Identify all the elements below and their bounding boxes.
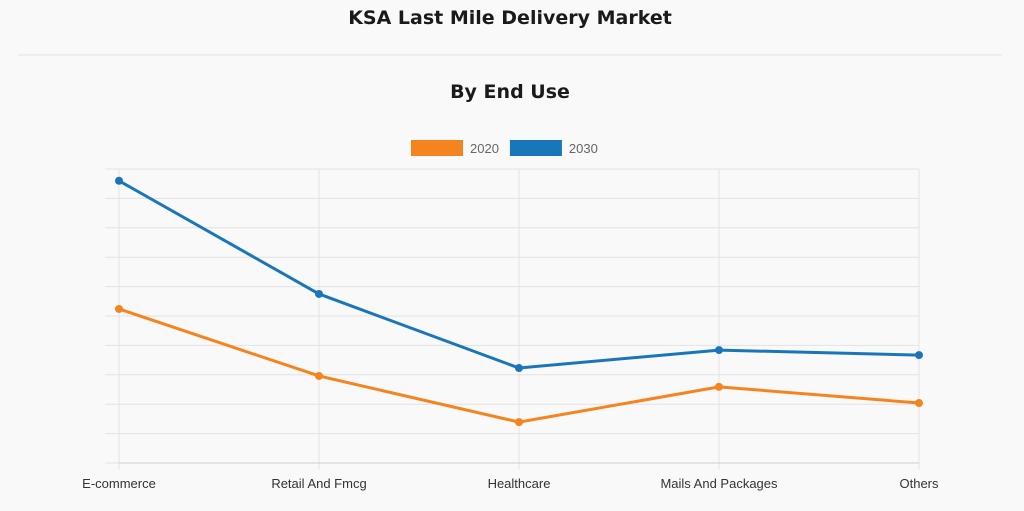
legend-label: 2020 — [470, 141, 499, 156]
data-point — [515, 418, 523, 427]
chart-title: KSA Last Mile Delivery Market — [348, 7, 672, 29]
data-point — [715, 346, 723, 355]
chart-subtitle: By End Use — [450, 81, 570, 103]
data-point — [715, 382, 723, 391]
data-point — [315, 371, 323, 380]
legend-swatch — [411, 140, 463, 156]
x-tick-label: Retail And Fmcg — [271, 476, 366, 491]
data-point — [315, 289, 323, 298]
data-point — [915, 351, 923, 360]
data-point — [115, 176, 123, 185]
legend-swatch — [509, 140, 562, 156]
x-tick-label: Others — [899, 476, 939, 491]
data-point — [515, 364, 523, 373]
x-tick-label: E-commerce — [82, 476, 156, 491]
data-point — [915, 399, 923, 408]
legend-label: 2030 — [569, 141, 598, 156]
data-point — [115, 304, 123, 313]
x-tick-label: Healthcare — [488, 476, 551, 491]
x-tick-label: Mails And Packages — [660, 476, 778, 491]
